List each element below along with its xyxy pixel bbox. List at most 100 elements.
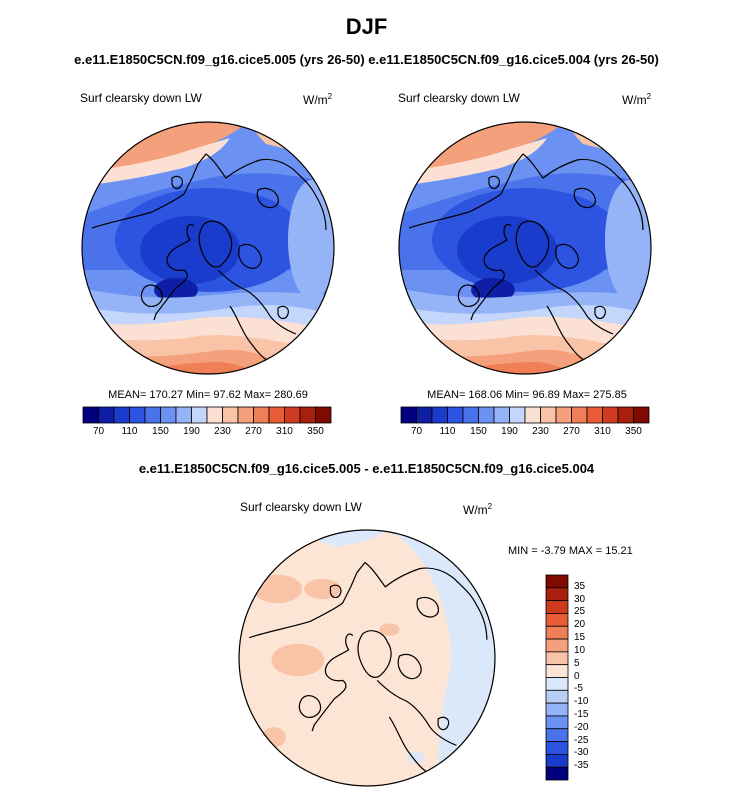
field-patch — [261, 727, 286, 748]
coastline — [256, 187, 279, 209]
coastline — [573, 187, 596, 209]
coastline — [515, 220, 550, 268]
coastline — [437, 716, 450, 731]
colorbar-swatch — [545, 613, 569, 627]
coastline — [397, 653, 422, 680]
colorbar-tick-label: -5 — [574, 683, 583, 695]
colorbar-tick-label: 150 — [152, 426, 169, 437]
colorbar-swatch — [253, 406, 270, 424]
colorbar-swatch — [545, 587, 569, 602]
coastlines — [408, 153, 644, 363]
coastline — [248, 561, 488, 640]
coastline — [470, 223, 512, 321]
field-patch — [154, 278, 198, 302]
field-patch — [399, 138, 547, 186]
panel1-colorbar — [82, 406, 332, 424]
colorbar-swatch — [416, 406, 433, 424]
colorbar-tick-label: 230 — [214, 426, 231, 437]
colorbar-swatch — [555, 406, 572, 424]
colorbar-swatch — [175, 406, 192, 424]
colorbar-tick-label: 350 — [625, 426, 642, 437]
colorbar-tick-label: -30 — [574, 747, 589, 759]
coastline — [555, 243, 579, 269]
colorbar-tick-label: -25 — [574, 734, 589, 746]
field-patch — [605, 180, 651, 300]
coastline — [311, 633, 354, 732]
colorbar-tick-label: 5 — [574, 657, 580, 669]
colorbar-swatch — [493, 406, 510, 424]
colorbar-tick-label: -10 — [574, 696, 589, 708]
colorbar-swatch — [237, 406, 254, 424]
colorbar-swatch — [545, 574, 569, 589]
coastline — [217, 269, 297, 335]
colorbar-tick-label: 10 — [574, 644, 586, 656]
colorbar-tick-label: 35 — [574, 580, 586, 592]
colorbar-swatch — [268, 406, 285, 424]
coastline — [198, 220, 233, 268]
colorbar-tick-label: -15 — [574, 708, 589, 720]
field-patch — [82, 138, 230, 186]
colorbar-tick-label: 150 — [470, 426, 487, 437]
colorbar-swatch — [524, 406, 541, 424]
colorbar-tick-label: -20 — [574, 721, 589, 733]
colorbar-swatch — [540, 406, 557, 424]
colorbar-tick-label: 350 — [307, 426, 324, 437]
coastline — [388, 716, 431, 775]
coastline — [229, 305, 271, 363]
colorbar-swatch — [462, 406, 479, 424]
colorbar-swatch — [545, 766, 569, 781]
coastline — [329, 584, 342, 599]
colorbar-swatch — [299, 406, 316, 424]
colorbar-tick-label: 270 — [245, 426, 262, 437]
colorbar-swatch — [545, 664, 569, 678]
field-patch — [471, 278, 515, 302]
colorbar-swatch — [160, 406, 177, 424]
colorbar-swatch — [586, 406, 603, 424]
coastline — [376, 679, 457, 746]
colorbar-tick-label: 0 — [574, 670, 580, 682]
map-border — [398, 121, 652, 375]
colorbar-swatch — [545, 753, 569, 768]
colorbar-swatch — [509, 406, 526, 424]
coastlines — [91, 153, 327, 363]
coastlines — [248, 561, 488, 775]
difference-title: e.e11.E1850C5CN.f09_g16.cice5.005 - e.e1… — [138, 461, 595, 476]
colorbar-swatch — [431, 406, 448, 424]
panel2-polar-map — [398, 121, 652, 375]
colorbar-swatch — [315, 406, 332, 424]
colorbar-tick-label: 70 — [410, 426, 423, 437]
coastline — [153, 223, 195, 321]
colorbar-tick-label: 190 — [183, 426, 200, 437]
panel3-stats: MIN = -3.79 MAX = 15.21 — [508, 545, 633, 557]
colorbar-swatch — [545, 600, 569, 614]
colorbar-swatch — [545, 741, 569, 755]
coastline — [488, 175, 500, 190]
coastline — [298, 695, 322, 718]
colorbar-tick-label: 15 — [574, 632, 586, 644]
colorbar-swatch — [545, 689, 569, 704]
panel1-polar-map — [81, 121, 335, 375]
colorbar-tick-label: 70 — [92, 426, 105, 437]
colorbar-tick-label: 30 — [574, 593, 586, 605]
panel1-units: W/m2 — [303, 92, 333, 107]
panel3-polar-map — [238, 529, 496, 787]
colorbar-swatch — [400, 406, 417, 424]
coastline — [277, 305, 289, 320]
coastline — [546, 305, 588, 363]
colorbar-tick-label: 110 — [439, 426, 456, 437]
field-patch — [253, 574, 302, 604]
panel3-units: W/m2 — [463, 502, 493, 517]
colorbar-swatch — [545, 651, 569, 666]
colorbar-swatch — [617, 406, 634, 424]
field-patch — [379, 623, 400, 636]
colorbar-swatch — [478, 406, 495, 424]
colorbar-swatch — [82, 406, 99, 424]
colorbar-tick-label: 270 — [563, 426, 580, 437]
season-title: DJF — [345, 14, 388, 39]
colorbar-swatch — [545, 728, 569, 742]
panel1-label: Surf clearsky down LW — [80, 91, 202, 105]
coastline — [171, 175, 183, 190]
field-patch — [407, 751, 424, 764]
colorbar-tick-label: 20 — [574, 619, 586, 631]
coastline — [408, 153, 644, 231]
